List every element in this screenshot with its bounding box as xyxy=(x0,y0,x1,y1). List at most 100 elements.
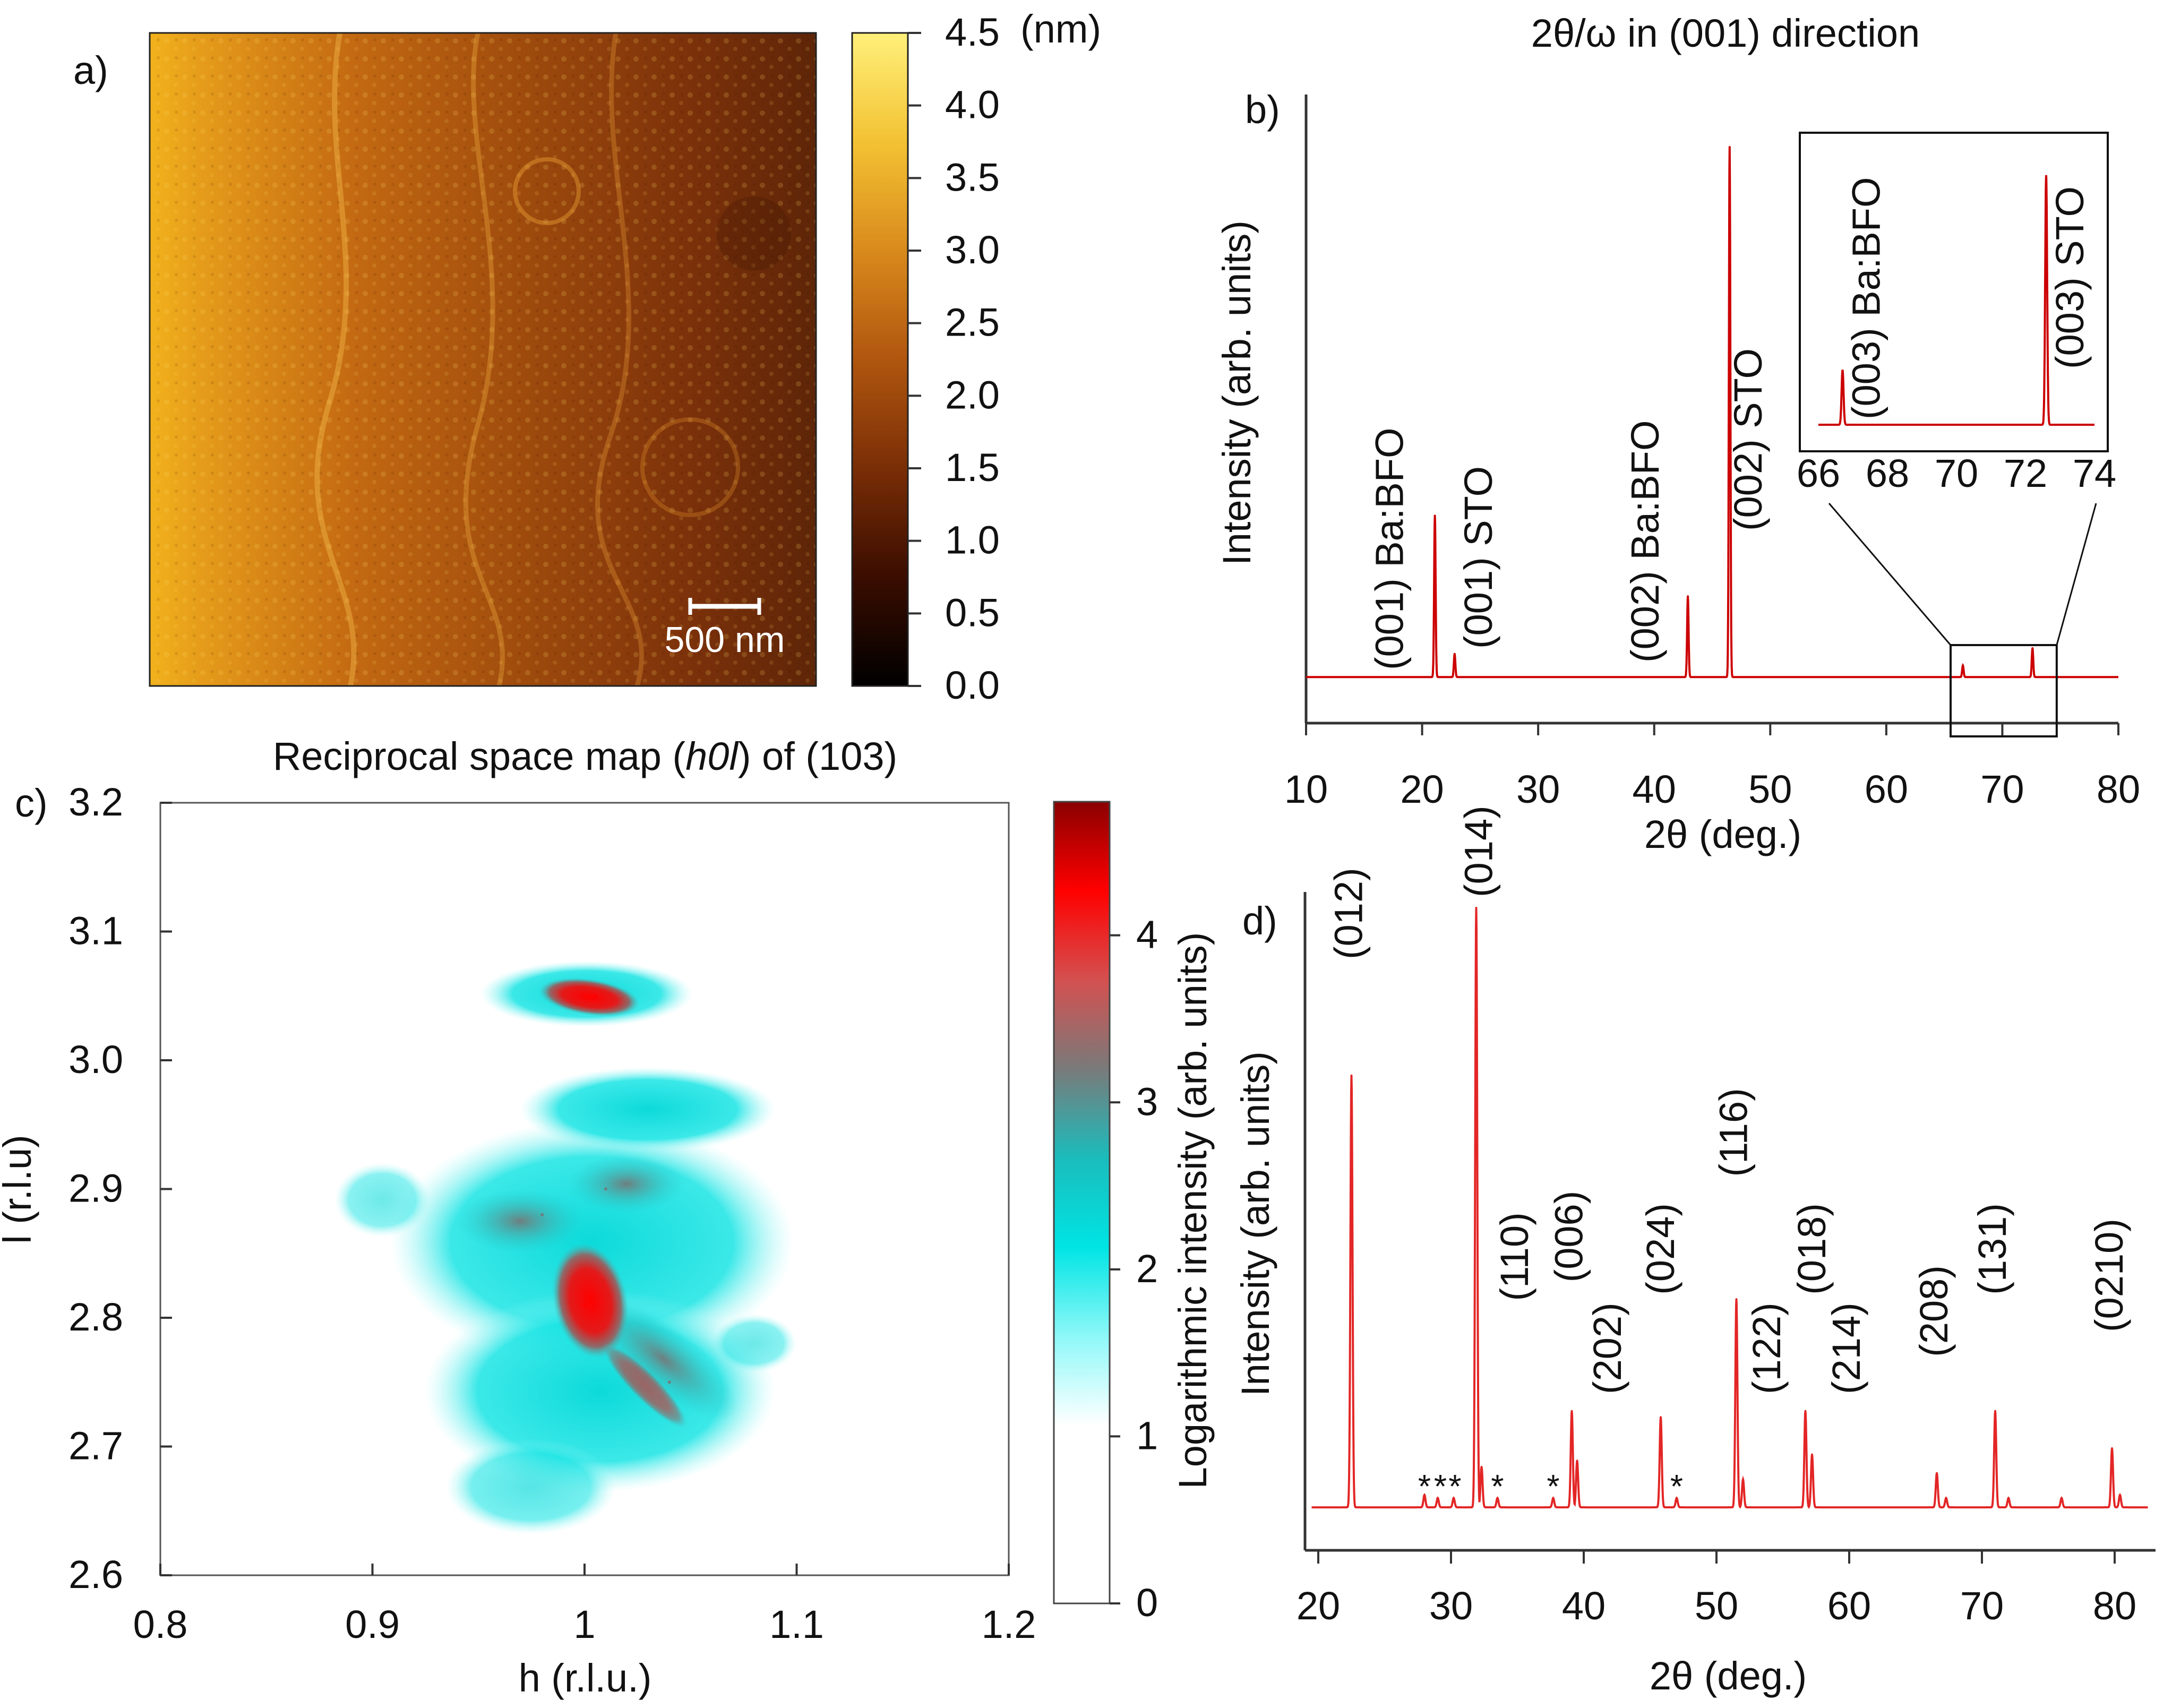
panel-b-x-tick-label: 30 xyxy=(1516,767,1560,811)
panel-c-y-tick-label: 2.9 xyxy=(68,1166,123,1211)
panel-d-impurity-marker: * xyxy=(1434,1469,1447,1505)
afm-scalebar: 500 nm xyxy=(665,598,785,660)
panel-b-peak-annotation: (002) Ba:BFO xyxy=(1623,420,1667,663)
panel-d-x-tick-label: 70 xyxy=(1960,1584,2004,1628)
rsm-spot xyxy=(583,1303,586,1307)
panel-d-peak xyxy=(2061,1497,2063,1499)
rsm-intensity-map xyxy=(334,961,796,1534)
panel-b-zoom-box xyxy=(1950,644,2058,737)
panel-c-y-label: l (r.l.u) xyxy=(0,1135,39,1244)
panel-d-peak xyxy=(1936,1472,1938,1474)
rsm-colorbar-tick-label: 0 xyxy=(1136,1581,1158,1625)
afm-colorbar-tick-label: 4.0 xyxy=(945,83,1000,127)
panel-d-peak-annotation: (202) xyxy=(1585,1302,1629,1394)
afm-colorbar-unit: (nm) xyxy=(1020,7,1101,51)
panel-d-peak-annotation: (116) xyxy=(1712,1088,1756,1177)
panel-b-inset-tick-label: 74 xyxy=(2073,451,2116,495)
panel-d-impurity-marker: * xyxy=(1547,1469,1559,1505)
afm-scalebar-label: 500 nm xyxy=(665,620,785,660)
panel-c-y-tick-label: 3.0 xyxy=(68,1037,123,1082)
panel-d-impurity-marker: * xyxy=(1448,1469,1461,1505)
panel-c-rsm: Reciprocal space map (h0l) of (103) c) 0… xyxy=(0,734,1215,1700)
panel-d-peak-annotation: (131) xyxy=(1970,1203,2014,1295)
panel-d-peak xyxy=(1804,1410,1807,1412)
panel-b-peak-annotation: (001) Ba:BFO xyxy=(1368,427,1412,670)
rsm-spot xyxy=(540,1213,544,1216)
panel-d-peak xyxy=(1552,1497,1555,1499)
panel-d-peak-annotation: (110) xyxy=(1492,1212,1536,1301)
afm-colorbar-tick-label: 2.5 xyxy=(945,301,1000,345)
panel-c-y-tick-label: 2.7 xyxy=(68,1424,123,1468)
panel-d-peak xyxy=(1496,1497,1499,1499)
panel-d-label: d) xyxy=(1242,899,1277,943)
panel-d-peak-annotation: (006) xyxy=(1547,1191,1591,1283)
rsm-colorbar-tick-label: 1 xyxy=(1136,1413,1158,1457)
panel-b-peak xyxy=(1687,595,1689,598)
rsm-spot xyxy=(604,1187,607,1191)
afm-colorbar-tick-label: 0.0 xyxy=(945,663,1000,707)
panel-d-peak xyxy=(1994,1410,1996,1412)
panel-d-peak-annotation: (014) xyxy=(1457,805,1501,897)
rsm-colorbar-tick-label: 4 xyxy=(1136,913,1158,957)
panel-d-x-tick-label: 20 xyxy=(1297,1584,1340,1628)
afm-image xyxy=(149,32,817,687)
panel-c-label: c) xyxy=(15,781,48,825)
panel-b-x-tick-label: 20 xyxy=(1400,767,1444,811)
panel-b-x-tick-label: 50 xyxy=(1748,767,1792,811)
panel-d-series-line xyxy=(1311,907,2148,1509)
panel-b-inset-tick-label: 72 xyxy=(2004,451,2047,495)
panel-b-peak-annotation: (001) STO xyxy=(1456,466,1500,649)
panel-c-y-tick-label: 3.2 xyxy=(68,780,123,824)
panel-d-peak xyxy=(1423,1494,1426,1496)
panel-d-peak xyxy=(2119,1494,2121,1496)
panel-d-x-tick-label: 40 xyxy=(1562,1584,1606,1628)
panel-d-y-label: Intensity (arb. units) xyxy=(1233,1051,1277,1396)
panel-b-x-tick-label: 70 xyxy=(1980,767,2024,811)
panel-b-inset-annotation: (003) Ba:BFO xyxy=(1844,177,1888,419)
rsm-colorbar-tick-label: 2 xyxy=(1136,1247,1158,1291)
panel-b-y-label: Intensity (arb. units) xyxy=(1215,220,1259,565)
panel-c-y-tick-label: 2.6 xyxy=(68,1552,123,1597)
panel-d-peak-annotation: (0210) xyxy=(2087,1218,2131,1332)
panel-c-x-tick-label: 0.8 xyxy=(133,1602,188,1646)
panel-d-peak xyxy=(1350,1074,1353,1077)
panel-d-peak xyxy=(1945,1497,1947,1499)
panel-b-label: b) xyxy=(1245,88,1280,132)
panel-d-peak-annotation: (012) xyxy=(1327,868,1371,959)
panel-d-peak xyxy=(2111,1447,2113,1449)
panel-d-x-tick-label: 50 xyxy=(1695,1584,1738,1628)
panel-b-peak-annotation: (002) STO xyxy=(1726,348,1770,531)
panel-b-x-tick-label: 60 xyxy=(1865,767,1908,811)
panel-b-x-tick-label: 80 xyxy=(2097,767,2140,811)
afm-colorbar: 4.5 4.0 3.5 3.0 2.5 2.0 1.5 1.0 0.5 0.0 (nm) xyxy=(851,7,1101,707)
panel-d-x-tick-label: 80 xyxy=(2093,1584,2136,1628)
rsm-colorbar-label: Logarithmic intensity (arb. units) xyxy=(1171,932,1215,1489)
panel-d-impurity-marker: * xyxy=(1491,1469,1504,1505)
panel-b-x-tick-label: 10 xyxy=(1284,767,1328,811)
panel-a-label: a) xyxy=(73,48,108,92)
panel-d-peak xyxy=(1475,907,1478,909)
afm-colorbar-tick-label: 1.5 xyxy=(945,445,1000,490)
panel-d-xrd: d) 20 30 40 50 60 70 80 2θ (deg.) Intensity (a… xyxy=(1233,805,2156,1698)
afm-colorbar-tick-label: 3.0 xyxy=(945,228,1000,272)
panel-d-peak xyxy=(2007,1497,2010,1499)
panel-b-x-label: 2θ (deg.) xyxy=(1644,812,1801,856)
panel-b-peak xyxy=(1728,146,1731,148)
panel-b-inset-series-line xyxy=(1818,175,2094,426)
afm-colorbar-tick-label: 2.0 xyxy=(945,373,1000,417)
panel-b-inset-tick-label: 66 xyxy=(1797,451,1840,495)
panel-d-peak-annotation: (214) xyxy=(1824,1302,1868,1394)
panel-d-peak xyxy=(1453,1497,1455,1499)
panel-d-peak-annotation: (208) xyxy=(1912,1265,1956,1357)
panel-b-peak xyxy=(1962,664,1964,667)
rsm-colorbar-tick-label: 3 xyxy=(1136,1079,1158,1123)
panel-b-peak xyxy=(1453,653,1456,655)
panel-b-title: 2θ/ω in (001) direction xyxy=(1531,11,1920,55)
panel-d-peak xyxy=(1811,1453,1813,1456)
panel-c-y-tick-label: 2.8 xyxy=(68,1295,123,1339)
panel-d-impurity-marker: * xyxy=(1418,1469,1431,1505)
panel-d-peak xyxy=(1437,1497,1439,1499)
rsm-spot xyxy=(593,994,597,998)
panel-b-inset: (003) Ba:BFO (003) STO 66 68 70 72 74 xyxy=(1797,132,2116,495)
